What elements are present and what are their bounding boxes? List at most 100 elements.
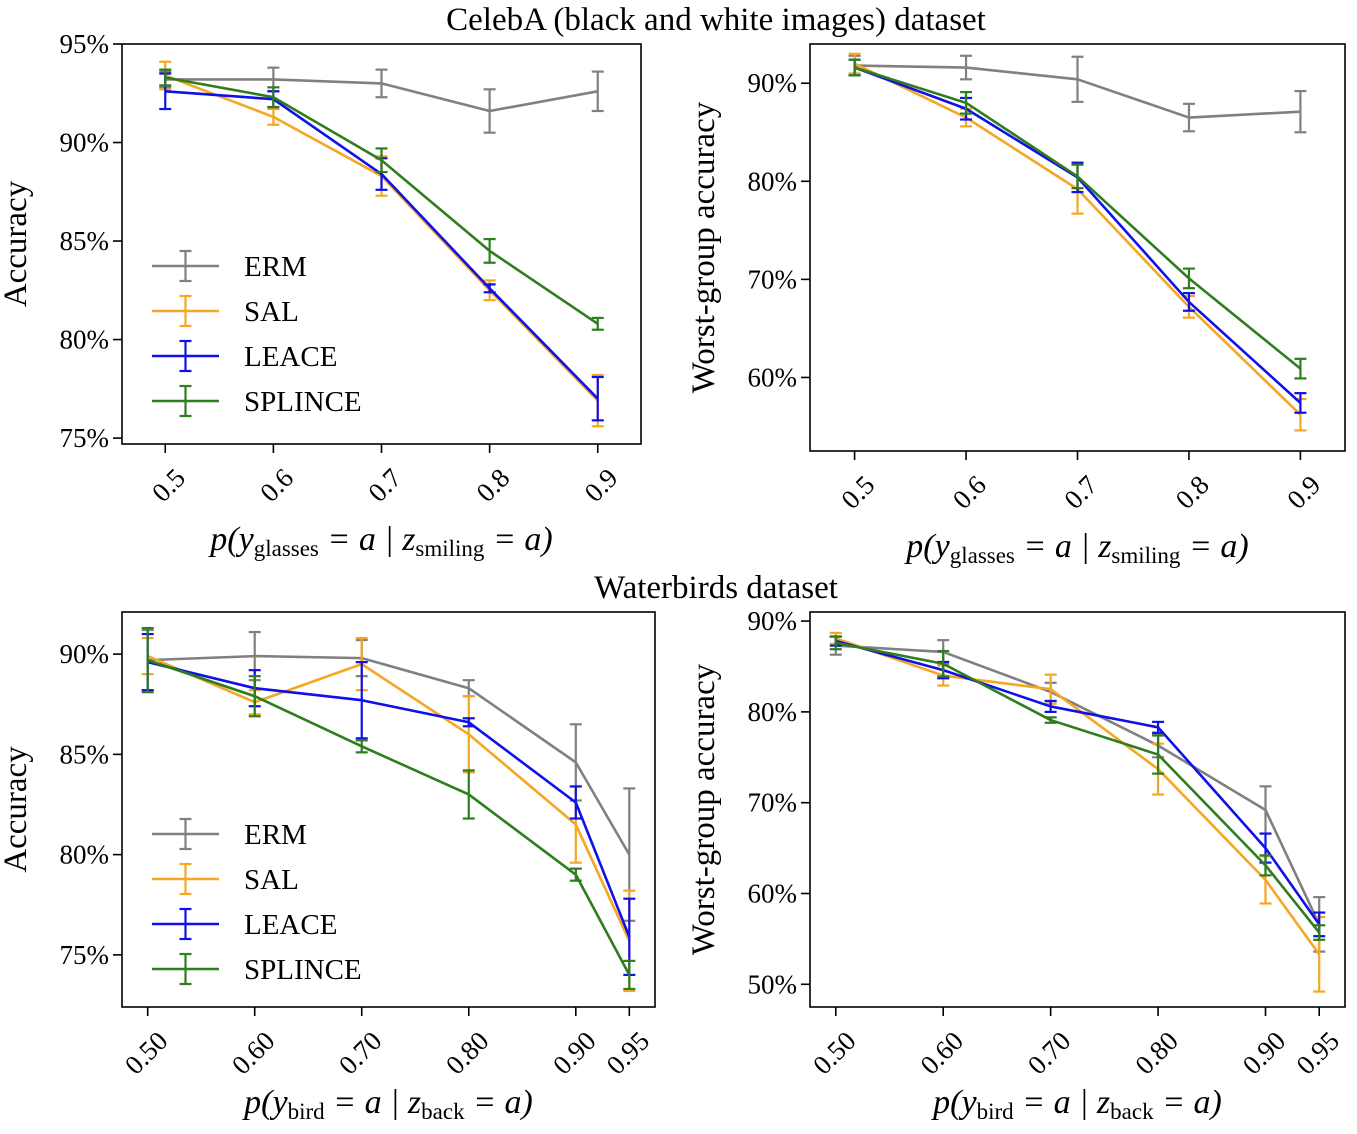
plot-frame — [809, 611, 1346, 1008]
legend-label-erm: ERM — [244, 819, 307, 851]
x-tick-label: 0.95 — [601, 1026, 656, 1081]
chart-panel-1: 75% 80% 85% 90% 95% 0.5 0.6 0.7 0.8 0.9 Accuracy p(… — [0, 29, 642, 561]
y-tick-label: 60% — [748, 362, 798, 392]
series-line-sal — [147, 654, 631, 942]
x-axis-label-end: = a) — [1154, 1084, 1222, 1121]
x-axis-label-mid: = a | — [1014, 1084, 1097, 1121]
legend-label-erm: ERM — [244, 251, 307, 283]
y-tick-label: 95% — [60, 29, 110, 59]
y-tick-label: 50% — [748, 969, 798, 999]
x-axis-label-z: z — [1097, 528, 1111, 565]
x-axis-label-mid: = a | — [325, 1084, 408, 1121]
x-axis-label-p: p( — [242, 1084, 275, 1121]
y-tick-label: 75% — [60, 940, 110, 970]
legend-label-leace: LEACE — [244, 341, 337, 373]
x-axis-label-end: = a) — [484, 521, 552, 558]
x-tick-label: 0.8 — [1170, 470, 1215, 515]
x-axis-label-ysub: glasses — [254, 536, 319, 561]
x-axis-label-zsub: back — [1110, 1099, 1154, 1124]
x-axis-label: p(yglasses = a | zsmiling = a) — [208, 521, 552, 561]
x-axis-label-end: = a) — [465, 1084, 533, 1121]
x-tick-label: 0.6 — [254, 463, 299, 508]
y-tick-label: 90% — [60, 128, 110, 158]
series-line-leace — [165, 89, 599, 400]
series-line-sal — [835, 637, 1321, 956]
series-line-leace — [835, 639, 1321, 926]
x-tick-label: 0.9 — [578, 463, 623, 508]
x-tick-label: 0.80 — [1129, 1026, 1184, 1081]
x-axis-label-p: p( — [904, 528, 937, 565]
y-tick-label: 85% — [60, 739, 110, 769]
series-line-leace — [854, 66, 1302, 404]
x-axis-label-p: p( — [931, 1084, 964, 1121]
x-axis-label-zsub: smiling — [415, 536, 485, 561]
x-tick-label: 0.95 — [1290, 1026, 1345, 1081]
x-axis-label: p(yglasses = a | zsmiling = a) — [904, 528, 1248, 568]
plot-frame — [809, 43, 1346, 452]
y-axis-label: Worst-group accuracy — [686, 663, 722, 955]
x-tick-label: 0.7 — [1058, 470, 1103, 515]
legend-label-sal: SAL — [244, 296, 299, 328]
x-axis-label-ysub: bird — [288, 1099, 326, 1124]
x-tick-label: 0.90 — [1237, 1026, 1292, 1081]
y-axis-label: Worst-group accuracy — [686, 101, 722, 393]
x-axis-label-z: z — [401, 521, 415, 558]
plot-frame — [121, 611, 656, 1008]
x-axis-label-y: y — [932, 528, 951, 565]
x-tick-label: 0.5 — [835, 470, 880, 515]
plot-frame — [121, 43, 642, 445]
x-axis-label-ysub: bird — [977, 1099, 1015, 1124]
x-axis-label-mid: = a | — [1015, 528, 1098, 565]
chart-panel-2: 60% 70% 80% 90% 0.5 0.6 0.7 0.8 0.9 Worst-group a… — [686, 43, 1346, 568]
series-line-erm — [147, 654, 631, 856]
series-line-splince — [854, 66, 1302, 370]
waterbirds-title: Waterbirds dataset — [594, 570, 838, 606]
y-tick-label: 60% — [748, 878, 798, 908]
x-axis-label-zsub: smiling — [1111, 543, 1181, 568]
y-tick-label: 80% — [60, 840, 110, 870]
y-tick-label: 80% — [748, 166, 798, 196]
y-tick-label: 90% — [748, 606, 798, 636]
x-axis-label-y: y — [236, 521, 255, 558]
legend-label-splince: SPLINCE — [244, 954, 362, 986]
series-line-splince — [835, 641, 1321, 934]
series-line-splince — [147, 658, 631, 976]
celeba-title: CelebA (black and white images) dataset — [446, 2, 986, 38]
y-tick-label: 90% — [748, 68, 798, 98]
x-axis-label-mid: = a | — [319, 521, 402, 558]
y-tick-label: 70% — [748, 788, 798, 818]
chart-panel-3: 75% 80% 85% 90% 0.50 0.60 0.70 0.80 0.900.95 Accu… — [0, 611, 656, 1124]
x-tick-label: 0.50 — [807, 1026, 862, 1081]
y-axis-label: Accuracy — [0, 180, 34, 307]
x-tick-label: 0.70 — [1022, 1026, 1077, 1081]
x-tick-label: 0.8 — [470, 463, 515, 508]
x-tick-label: 0.7 — [362, 463, 407, 508]
y-tick-label: 70% — [748, 264, 798, 294]
series-line-leace — [147, 660, 631, 938]
x-axis-label: p(ybird = a | zback = a) — [242, 1084, 533, 1124]
x-tick-label: 0.50 — [119, 1026, 174, 1081]
x-axis-label-z: z — [407, 1084, 421, 1121]
x-axis-label-p: p( — [208, 521, 241, 558]
series-line-splince — [165, 76, 599, 325]
chart-panel-4: 50% 60% 70% 80% 90% 0.50 0.60 0.70 0.80 0.90 0.95 W… — [686, 606, 1346, 1124]
x-axis-label-y: y — [269, 1084, 288, 1121]
y-tick-label: 80% — [748, 697, 798, 727]
legend-label-splince: SPLINCE — [244, 386, 362, 418]
x-tick-label: 0.6 — [947, 470, 992, 515]
y-tick-label: 85% — [60, 226, 110, 256]
x-tick-label: 0.70 — [333, 1026, 388, 1081]
legend-label-leace: LEACE — [244, 909, 337, 941]
x-axis-label-zsub: back — [421, 1099, 465, 1124]
y-tick-label: 80% — [60, 325, 110, 355]
x-tick-label: 0.60 — [914, 1026, 969, 1081]
y-tick-label: 90% — [60, 639, 110, 669]
legend-label-sal: SAL — [244, 864, 299, 896]
y-axis-label: Accuracy — [0, 746, 34, 873]
y-tick-label: 75% — [60, 423, 110, 453]
x-tick-label: 0.60 — [226, 1026, 281, 1081]
x-axis-label-ysub: glasses — [950, 543, 1015, 568]
x-tick-label: 0.5 — [146, 463, 191, 508]
